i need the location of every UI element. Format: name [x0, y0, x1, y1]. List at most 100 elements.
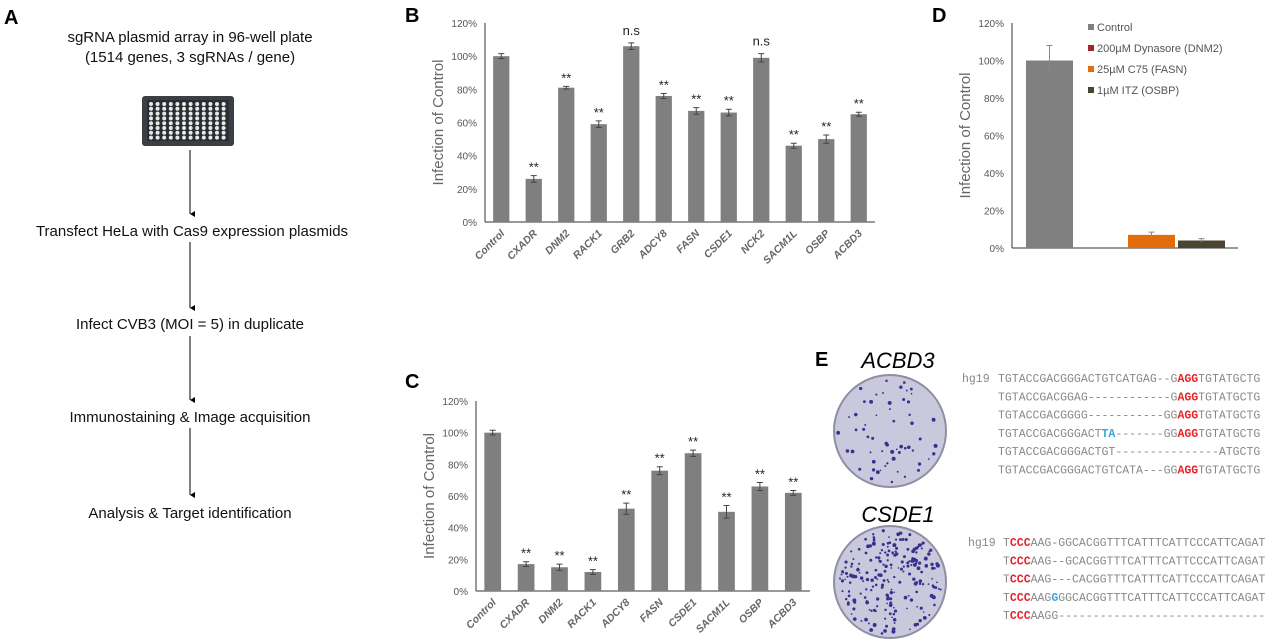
- y-axis-label: Infection of Control: [421, 433, 438, 559]
- significance-label: **: [621, 487, 631, 502]
- significance-label: **: [854, 96, 864, 111]
- sequence-segment: T: [1003, 610, 1010, 623]
- well: [221, 130, 226, 135]
- pam-highlight: AGG: [1177, 428, 1198, 441]
- well: [182, 111, 186, 116]
- plaque: [912, 548, 916, 552]
- reference-label: hg19: [962, 373, 990, 386]
- well: [201, 111, 206, 116]
- plaque: [872, 536, 876, 539]
- plaque: [880, 632, 884, 635]
- sequence-segment: TGTATGCTG: [1198, 410, 1260, 423]
- sequence-segment: AAGG------------------------------: [1031, 610, 1266, 623]
- sequence-segment: AAG--GCACGGTTTCATTTCATTCCCATTCAGAT: [1031, 555, 1266, 568]
- well: [221, 102, 226, 106]
- plaque: [893, 609, 898, 613]
- bar: [1026, 60, 1073, 248]
- plaque: [919, 606, 923, 610]
- legend-swatch: [1088, 66, 1094, 72]
- plaque: [859, 592, 862, 595]
- well: [155, 135, 160, 140]
- plaque: [927, 583, 930, 585]
- well: [221, 111, 226, 116]
- well: [215, 135, 219, 140]
- well: [221, 116, 226, 121]
- plaque: [915, 551, 918, 554]
- error-bar: [1148, 231, 1155, 238]
- panel-label-d: D: [932, 5, 946, 27]
- plaque: [912, 562, 917, 567]
- well: [188, 135, 193, 140]
- y-tick-label: 40%: [984, 169, 1004, 180]
- plaque: [841, 570, 845, 574]
- plaque: [893, 622, 896, 624]
- sequence-segment: T: [1003, 555, 1010, 568]
- plaque: [916, 566, 921, 571]
- plaque: [865, 588, 868, 591]
- well: [208, 102, 213, 106]
- plaque: [836, 430, 841, 435]
- well: [188, 106, 193, 111]
- well: [195, 121, 200, 126]
- plaque: [915, 590, 919, 594]
- well: [175, 130, 180, 135]
- plaque: [887, 549, 891, 553]
- plaque: [930, 562, 934, 566]
- plaque: [878, 559, 881, 562]
- plaque: [848, 416, 850, 418]
- mutant-sequence: TGTACCGACGGGG-----------GGAGGTGTATGCTG: [998, 410, 1260, 423]
- plaque: [908, 572, 912, 576]
- plaque: [918, 437, 922, 441]
- plaque: [891, 629, 896, 634]
- sequence-segment: TGTACCGACGGGACT: [998, 428, 1102, 441]
- plaque: [917, 462, 922, 466]
- plaque: [857, 562, 861, 565]
- plaque: [909, 598, 914, 602]
- sequence-segment: GGCACGGTTTCATTTCATTCCCATTCAGAT: [1058, 592, 1265, 605]
- legend-swatch: [1088, 87, 1094, 93]
- plaque: [884, 608, 887, 612]
- significance-label: **: [529, 160, 539, 175]
- plaque: [858, 467, 862, 471]
- pam-highlight: AGG: [1177, 410, 1198, 423]
- y-tick-label: 120%: [978, 19, 1004, 30]
- plaque: [850, 613, 853, 615]
- well: [155, 116, 160, 121]
- plaque: [887, 580, 890, 583]
- error-bar: [723, 505, 730, 519]
- plaque: [879, 469, 882, 472]
- well: [168, 111, 173, 116]
- sequence-segment: AAG: [1031, 592, 1052, 605]
- sequence-segment: TGTACCGACGGGACTGT---------------ATGCTG: [998, 446, 1260, 459]
- plaque: [927, 458, 930, 460]
- plaque: [882, 579, 886, 582]
- plaque: [901, 537, 905, 541]
- plaque: [892, 419, 896, 423]
- plaque: [844, 566, 847, 569]
- plaque: [931, 417, 936, 422]
- well: [168, 126, 173, 130]
- chart-d: 0% 20% 40% 60% 80% 100% 120% Infection of Contr…: [957, 19, 1238, 255]
- y-tick-label: 40%: [448, 524, 468, 535]
- plaque: [895, 552, 899, 556]
- well: [182, 135, 186, 140]
- category-label: OSBP: [736, 596, 766, 626]
- plaque: [857, 567, 859, 570]
- plaque: [856, 567, 860, 572]
- plaque: [907, 594, 910, 597]
- well: [162, 121, 167, 126]
- category-label: RACK1: [571, 228, 605, 262]
- well: [201, 116, 206, 121]
- plaque: [911, 449, 915, 452]
- well: [155, 111, 160, 116]
- well: [208, 126, 213, 130]
- bar: [751, 486, 769, 591]
- well: [155, 126, 160, 130]
- well: [215, 130, 219, 135]
- well: [155, 102, 160, 106]
- plaque: [870, 578, 874, 582]
- category-label: Control: [464, 596, 500, 632]
- legend-label: 25µM C75 (FASN): [1097, 64, 1187, 76]
- significance-label: **: [655, 451, 665, 466]
- plaque: [891, 616, 893, 619]
